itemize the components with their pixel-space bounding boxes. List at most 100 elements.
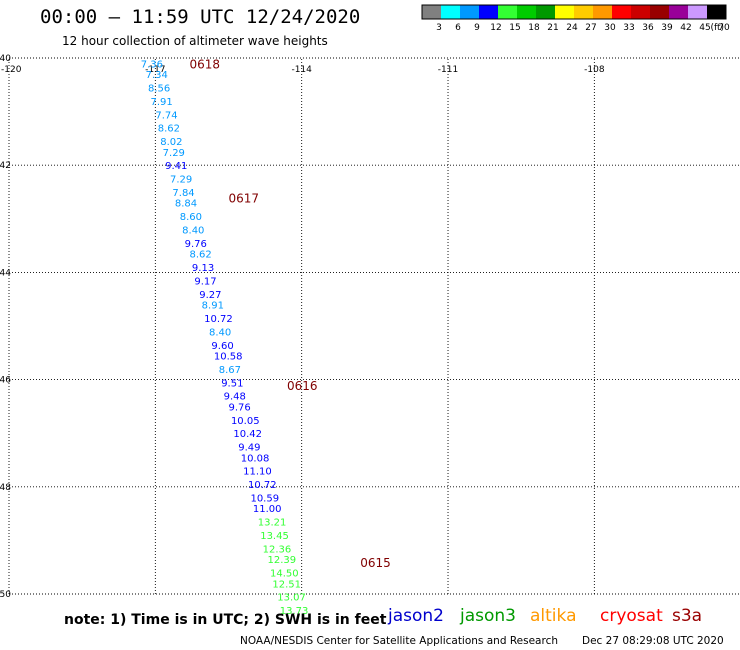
wave-height-value: 11.10 <box>243 467 272 478</box>
wave-height-value: 7.29 <box>170 175 192 186</box>
wave-height-value: 7.84 <box>172 188 194 199</box>
y-tick-label: -50 <box>0 590 11 600</box>
legend-swatch <box>574 5 593 19</box>
legend-swatch <box>441 5 460 19</box>
wave-height-value: 10.08 <box>241 453 270 464</box>
wave-height-value: 9.60 <box>211 341 233 352</box>
legend-label: 36 <box>642 23 654 33</box>
legend-label: 45 <box>699 23 710 33</box>
legend-label: 9 <box>474 23 480 33</box>
legend-swatch <box>593 5 612 19</box>
wave-height-value: 8.62 <box>158 124 180 135</box>
wave-height-value: 13.21 <box>258 518 287 529</box>
wave-height-value: 9.76 <box>229 402 251 413</box>
legend-label: 70 <box>718 23 730 33</box>
pass-time-label: 0616 <box>287 379 318 393</box>
grid-lines <box>8 57 740 595</box>
legend-label: 33 <box>623 23 634 33</box>
pass-time-label: 0618 <box>189 57 220 71</box>
satellite-s3a: s3a <box>672 606 703 626</box>
legend-swatch <box>631 5 650 19</box>
wave-height-value: 8.40 <box>182 226 204 237</box>
wave-height-value: 8.02 <box>160 137 182 148</box>
wave-height-value: 13.45 <box>260 531 289 542</box>
color-legend: 3 6 9 12 15 18 21 24 27 30 33 36 39 42 45 70(ft) <box>421 4 730 33</box>
pass-time-label: 0617 <box>229 191 260 205</box>
legend-label: 3 <box>436 23 442 33</box>
footer-note: note: 1) Time is in UTC; 2) SWH is in fe… <box>64 612 387 628</box>
pass-time-labels: 06180617061606151 <box>189 57 391 570</box>
legend-label: 6 <box>455 23 461 33</box>
legend-label: 21 <box>547 23 558 33</box>
legend-frame <box>421 4 727 20</box>
wave-height-value: 8.62 <box>189 250 211 261</box>
legend-swatch <box>707 5 726 19</box>
legend-swatch <box>536 5 555 19</box>
legend-swatch <box>612 5 631 19</box>
chart-title: 00:00 – 11:59 UTC 12/24/2020 <box>40 6 361 28</box>
generated-timestamp: Dec 27 08:29:08 UTC 2020 <box>582 635 724 647</box>
legend-swatch <box>650 5 669 19</box>
y-tick-label: -48 <box>0 483 11 493</box>
wave-height-value: 10.72 <box>248 480 277 491</box>
legend-swatch <box>517 5 536 19</box>
wave-height-value: 7.34 <box>146 70 168 81</box>
wave-height-value: 8.91 <box>202 301 224 312</box>
legend-swatch <box>460 5 479 19</box>
legend-swatch <box>498 5 517 19</box>
satellite-jason2: jason2 <box>388 606 444 626</box>
wave-height-value: 10.58 <box>214 351 243 362</box>
wave-height-value: 10.59 <box>250 494 279 505</box>
y-tick-label: -42 <box>0 161 11 171</box>
pass-time-label: 0615 <box>360 556 391 570</box>
wave-height-value: 12.39 <box>268 555 297 566</box>
wave-height-value: 8.56 <box>148 83 170 94</box>
legend-swatch <box>422 5 441 19</box>
wave-height-value: 9.51 <box>221 378 243 389</box>
wave-height-value: 14.50 <box>270 569 299 580</box>
wave-height-value: 13.07 <box>277 593 306 604</box>
wave-height-value: 9.13 <box>192 263 214 274</box>
wave-height-value: 9.48 <box>224 392 246 403</box>
y-tick-label: -40 <box>0 54 11 64</box>
wave-height-value: 9.41 <box>165 161 187 172</box>
legend-label: 24 <box>566 23 578 33</box>
x-tick-label: -120 <box>1 65 22 75</box>
wave-height-value: 8.60 <box>180 212 202 223</box>
axis-tick-labels: -40-42-44-46-48-50-120-117-114-111-108-1… <box>0 54 605 600</box>
wave-height-value: 8.67 <box>219 365 241 376</box>
wave-height-value: 10.42 <box>233 429 262 440</box>
legend-unit: (ft) <box>710 23 724 33</box>
wave-height-values: 7.367.348.567.917.748.628.027.299.417.29… <box>141 59 309 617</box>
legend-label: 15 <box>509 23 520 33</box>
wave-height-value: 9.17 <box>194 276 216 287</box>
wave-height-value: 7.74 <box>155 110 177 121</box>
legend-swatch <box>555 5 574 19</box>
x-tick-label: -114 <box>291 65 312 75</box>
legend-label: 42 <box>680 23 691 33</box>
legend-label: 39 <box>661 23 673 33</box>
wave-height-value: 7.29 <box>163 148 185 159</box>
y-tick-label: -46 <box>0 376 11 386</box>
wave-height-value: 10.72 <box>204 314 233 325</box>
wave-height-value: 11.00 <box>253 504 282 515</box>
wave-height-value: 9.27 <box>199 290 221 301</box>
wave-height-value: 12.36 <box>263 544 292 555</box>
chart-subtitle: 12 hour collection of altimeter wave hei… <box>62 34 328 48</box>
wave-height-value: 7.36 <box>141 59 163 70</box>
wave-height-value: 7.91 <box>150 97 172 108</box>
y-tick-label: -44 <box>0 268 11 278</box>
wave-height-value: 8.40 <box>209 327 231 338</box>
wave-height-value: 9.76 <box>185 239 207 250</box>
wave-height-value: 10.05 <box>231 416 260 427</box>
legend-label: 18 <box>528 23 540 33</box>
satellite-altika: altika <box>530 606 577 626</box>
legend-swatch <box>688 5 707 19</box>
wave-height-value: 9.49 <box>238 443 260 454</box>
wave-height-value: 12.51 <box>272 579 301 590</box>
credit-text: NOAA/NESDIS Center for Satellite Applica… <box>240 635 558 647</box>
legend-swatch <box>669 5 688 19</box>
satellite-jason3: jason3 <box>460 606 516 626</box>
legend-label: 27 <box>585 23 596 33</box>
